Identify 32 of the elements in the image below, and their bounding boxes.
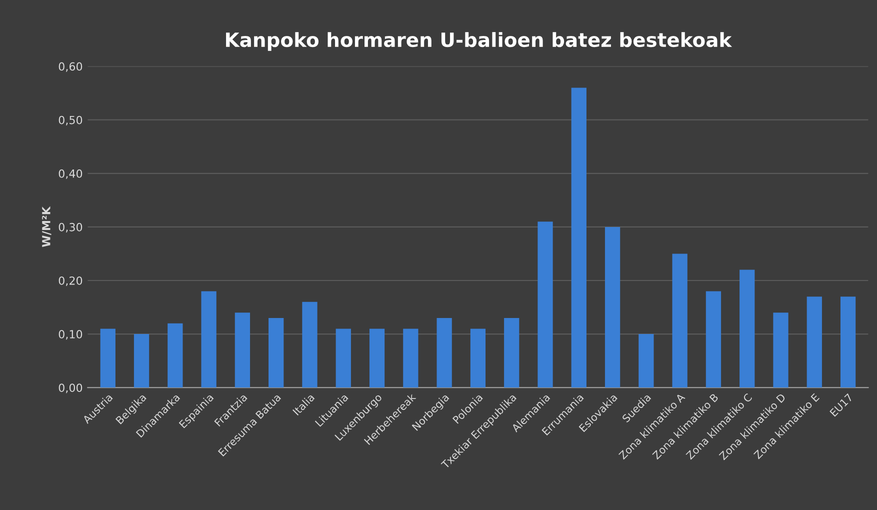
chart-title: Kanpoko hormaren U-balioen batez bestekoak [226, 32, 732, 51]
bar [740, 270, 755, 388]
bar [470, 328, 486, 388]
bar [504, 318, 520, 388]
y-axis-title: W/M²K [42, 206, 52, 248]
bar [806, 296, 822, 388]
bar [403, 328, 418, 388]
bar [201, 291, 216, 388]
bar [302, 302, 318, 388]
bar [571, 88, 586, 388]
bar [604, 226, 620, 388]
bar [336, 328, 351, 388]
bar [773, 312, 788, 388]
bar [268, 318, 284, 388]
bar [369, 328, 385, 388]
bar [638, 334, 654, 388]
bar [100, 328, 116, 388]
y-tick-label: 0,40 [58, 169, 82, 179]
bar [840, 296, 856, 388]
bar [538, 222, 553, 388]
y-tick-label: 0,10 [58, 330, 82, 340]
y-tick-label: 0,00 [58, 384, 82, 394]
bar [134, 334, 150, 388]
y-tick-label: 0,60 [58, 62, 82, 72]
y-tick-label: 0,30 [58, 222, 82, 232]
bar [672, 254, 688, 388]
bar [706, 291, 722, 388]
bar [168, 323, 183, 388]
bar [234, 312, 250, 388]
bar [436, 318, 452, 388]
y-tick-label: 0,20 [58, 276, 82, 286]
y-tick-label: 0,50 [58, 116, 82, 126]
